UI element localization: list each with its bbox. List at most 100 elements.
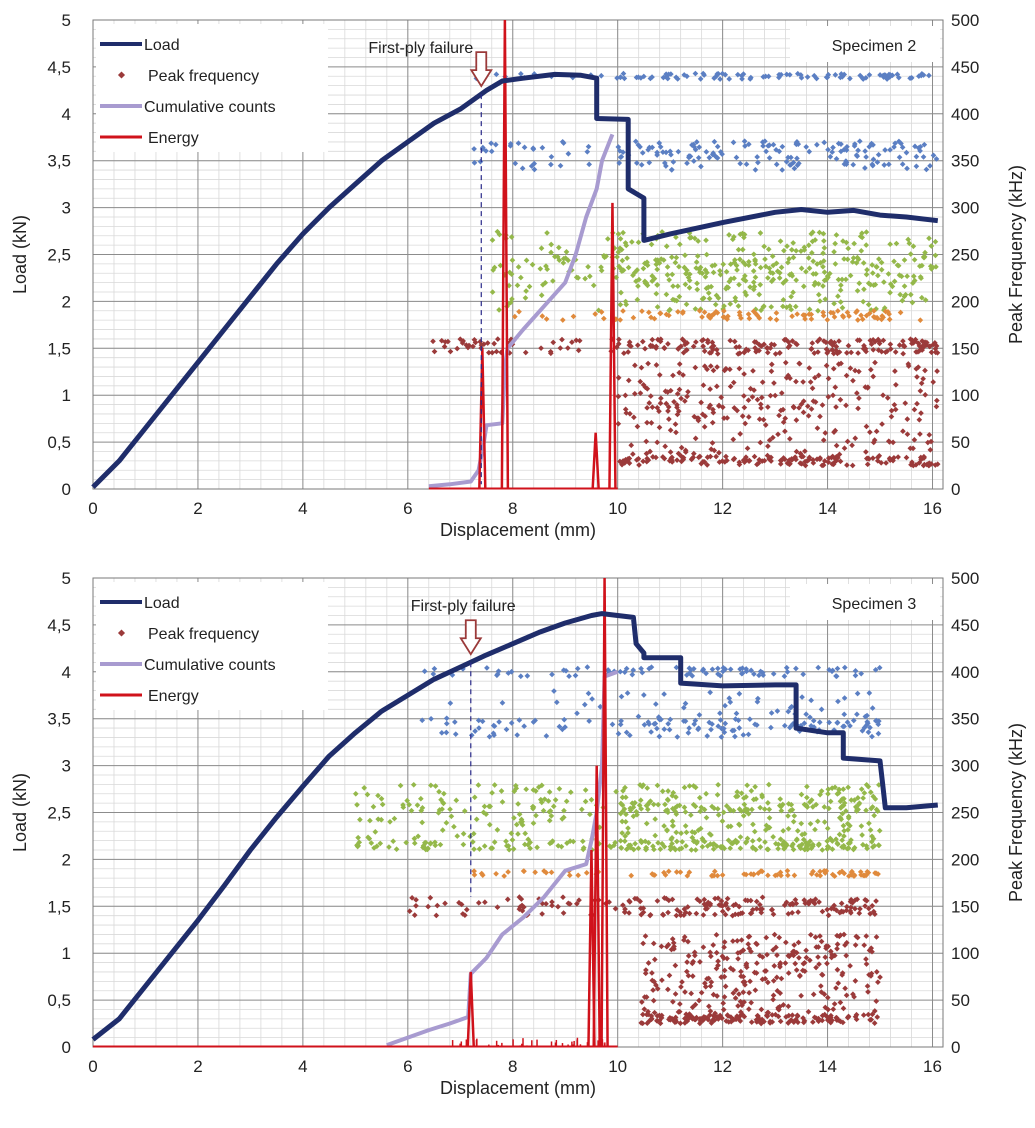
peak-frequency-point <box>840 786 847 793</box>
x-tick-label: 0 <box>88 1057 97 1076</box>
peak-frequency-point <box>378 816 385 823</box>
peak-frequency-point <box>390 838 397 845</box>
peak-frequency-point <box>854 337 861 344</box>
peak-frequency-point <box>701 806 708 813</box>
peak-frequency-point <box>766 781 772 788</box>
peak-frequency-point <box>914 374 920 380</box>
peak-frequency-point <box>649 278 656 284</box>
peak-frequency-point <box>807 931 814 938</box>
peak-frequency-point <box>923 166 930 173</box>
peak-frequency-point <box>670 940 677 946</box>
peak-frequency-point <box>678 395 684 402</box>
peak-frequency-point <box>830 1006 837 1013</box>
peak-frequency-point <box>664 75 671 82</box>
peak-frequency-point <box>782 359 789 366</box>
peak-frequency-point <box>641 692 647 698</box>
peak-frequency-point <box>731 727 737 734</box>
peak-frequency-point <box>867 429 873 436</box>
peak-frequency-point <box>700 666 707 673</box>
peak-frequency-point <box>630 451 636 457</box>
peak-frequency-point <box>475 717 482 724</box>
x-tick-label: 12 <box>713 499 732 518</box>
peak-frequency-point <box>834 941 841 948</box>
peak-frequency-point <box>758 394 765 401</box>
peak-frequency-point <box>408 807 415 814</box>
peak-frequency-point <box>868 805 875 812</box>
peak-frequency-point <box>682 398 688 404</box>
peak-frequency-point <box>585 690 592 697</box>
peak-frequency-point <box>615 420 622 427</box>
peak-frequency-point <box>716 403 722 409</box>
peak-frequency-point <box>665 986 671 993</box>
peak-frequency-point <box>592 311 599 317</box>
peak-frequency-point <box>621 909 628 915</box>
peak-frequency-point <box>765 443 771 449</box>
peak-frequency-point <box>561 716 568 723</box>
peak-frequency-point <box>461 808 468 814</box>
peak-frequency-point <box>664 827 670 834</box>
peak-frequency-point <box>375 792 381 799</box>
peak-frequency-point <box>752 274 759 281</box>
peak-frequency-point <box>732 295 739 301</box>
peak-frequency-point <box>793 448 800 455</box>
peak-frequency-point <box>667 846 674 853</box>
peak-frequency-point <box>703 670 709 677</box>
peak-frequency-point <box>686 670 693 676</box>
peak-frequency-point <box>923 339 930 346</box>
peak-frequency-point <box>836 814 843 821</box>
peak-frequency-point <box>638 911 645 918</box>
peak-frequency-point <box>694 896 701 903</box>
peak-frequency-point <box>584 148 591 155</box>
peak-frequency-point <box>625 377 632 384</box>
peak-frequency-point <box>743 161 750 168</box>
peak-frequency-point <box>741 138 748 145</box>
peak-frequency-point <box>640 940 646 947</box>
peak-frequency-point <box>549 899 555 905</box>
x-tick-label: 6 <box>403 1057 412 1076</box>
peak-frequency-point <box>727 383 734 390</box>
peak-frequency-point <box>744 835 751 842</box>
peak-frequency-point <box>646 400 653 406</box>
peak-frequency-point <box>888 413 895 420</box>
peak-frequency-point <box>744 782 750 789</box>
peak-frequency-point <box>812 399 819 405</box>
peak-frequency-point <box>477 158 484 165</box>
peak-frequency-point <box>869 948 875 955</box>
peak-frequency-point <box>523 257 530 264</box>
peak-frequency-point <box>493 348 500 355</box>
peak-frequency-point <box>775 845 781 852</box>
peak-frequency-point <box>892 349 899 355</box>
peak-frequency-point <box>788 293 794 300</box>
peak-frequency-point <box>526 283 533 290</box>
peak-frequency-point <box>784 669 791 675</box>
peak-frequency-point <box>746 315 753 322</box>
x-tick-label: 6 <box>403 499 412 518</box>
peak-frequency-point <box>651 1009 658 1016</box>
peak-frequency-point <box>673 234 679 241</box>
peak-frequency-point <box>865 729 872 736</box>
peak-frequency-point <box>708 953 714 960</box>
peak-frequency-point <box>704 733 711 739</box>
peak-frequency-point <box>920 342 926 349</box>
peak-frequency-point <box>646 309 652 316</box>
peak-frequency-point <box>400 802 406 808</box>
peak-frequency-point <box>411 912 418 918</box>
peak-frequency-point <box>777 1018 784 1025</box>
peak-frequency-point <box>628 872 635 879</box>
peak-frequency-point <box>796 160 802 167</box>
peak-frequency-point <box>618 693 625 700</box>
peak-frequency-point <box>788 154 794 161</box>
peak-frequency-point <box>683 347 690 353</box>
peak-frequency-point <box>750 279 757 286</box>
peak-frequency-point <box>865 1011 872 1018</box>
peak-frequency-point <box>534 844 540 851</box>
peak-frequency-point <box>675 148 682 155</box>
peak-frequency-point <box>838 805 844 811</box>
peak-frequency-point <box>658 395 664 402</box>
peak-frequency-point <box>432 842 439 849</box>
peak-frequency-point <box>895 262 902 269</box>
peak-frequency-point <box>709 419 716 426</box>
peak-frequency-point <box>729 236 736 243</box>
peak-frequency-point <box>796 360 803 367</box>
